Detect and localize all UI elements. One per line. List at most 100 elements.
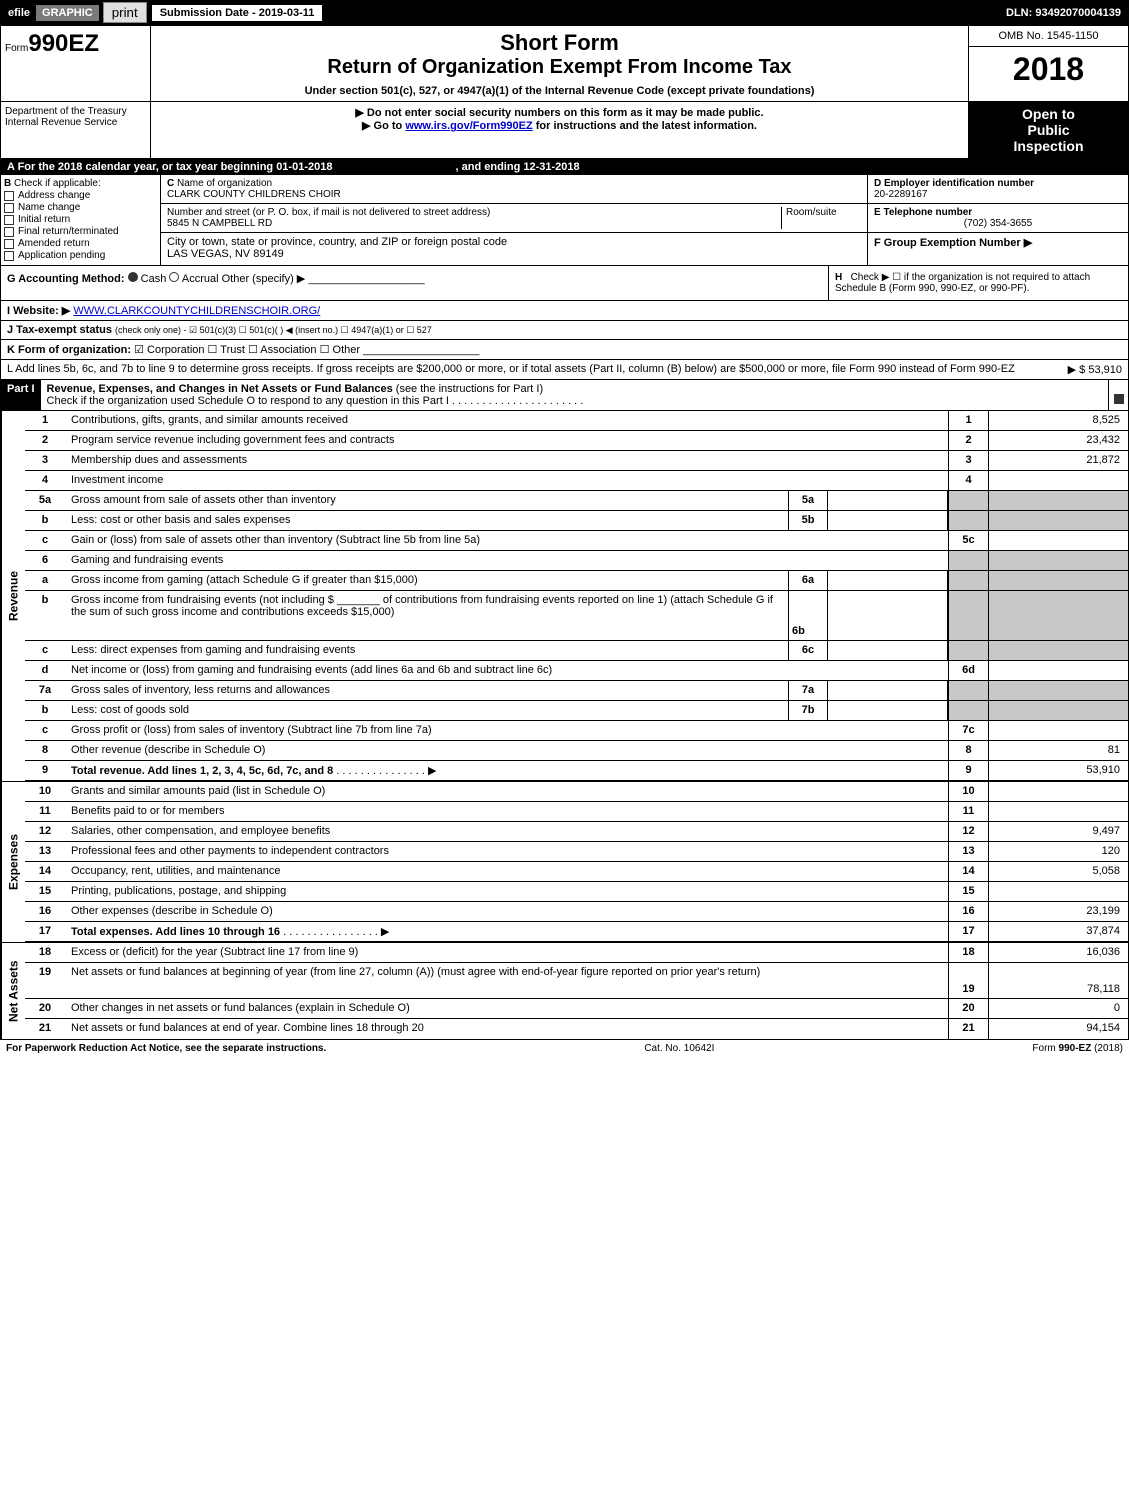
cash-label: Cash: [141, 273, 167, 285]
netassets-side-label: Net Assets: [1, 943, 25, 1039]
expenses-side-label: Expenses: [1, 782, 25, 942]
line-7b-gray: [948, 701, 988, 720]
line-8-col: 8: [948, 741, 988, 760]
line-10-val: [988, 782, 1128, 801]
line-13-no: 13: [25, 842, 65, 861]
chk-name[interactable]: [4, 203, 14, 213]
part1-checkbox[interactable]: [1114, 394, 1124, 404]
line-18-desc: Excess or (deficit) for the year (Subtra…: [65, 943, 948, 962]
line-7a-gray: [948, 681, 988, 700]
line-8-desc: Other revenue (describe in Schedule O): [65, 741, 948, 760]
line-19-desc: Net assets or fund balances at beginning…: [65, 963, 948, 998]
dept-treasury: Department of the Treasury Internal Reve…: [1, 102, 151, 158]
line-7a-grayval: [988, 681, 1128, 700]
efile-label: efile: [2, 5, 36, 21]
part1-check-text: Check if the organization used Schedule …: [47, 395, 449, 407]
under-section: Under section 501(c), 527, or 4947(a)(1)…: [159, 85, 960, 97]
graphic-label: GRAPHIC: [36, 5, 99, 21]
print-button[interactable]: print: [103, 2, 147, 23]
line-20-col: 20: [948, 999, 988, 1018]
chk-initial[interactable]: [4, 215, 14, 225]
website-link[interactable]: WWW.CLARKCOUNTYCHILDRENSCHOIR.ORG/: [73, 305, 320, 317]
line-3-val: 21,872: [988, 451, 1128, 470]
section-a-ending: , and ending 12-31-2018: [456, 161, 580, 173]
line-6-gray: [948, 551, 988, 570]
section-gh: G Accounting Method: Cash Accrual Other …: [1, 266, 1128, 301]
chk-address-label: Address change: [18, 190, 90, 201]
line-6c-gray: [948, 641, 988, 660]
chk-pending[interactable]: [4, 251, 14, 261]
section-k: K Form of organization: ☑ Corporation ☐ …: [1, 340, 1128, 360]
line-2-desc: Program service revenue including govern…: [65, 431, 948, 450]
chk-final[interactable]: [4, 227, 14, 237]
line-6a-grayval: [988, 571, 1128, 590]
dept-label: Department of the Treasury: [5, 106, 146, 117]
expenses-block: Expenses 10Grants and similar amounts pa…: [1, 781, 1128, 942]
chk-cash[interactable]: [128, 272, 138, 282]
public: Public: [973, 122, 1124, 138]
line-5b-gray: [948, 511, 988, 530]
c-label: C: [167, 178, 174, 189]
line-17-val: 37,874: [988, 922, 1128, 941]
line-7a-subval: [828, 681, 948, 700]
street-label: Number and street (or P. O. box, if mail…: [167, 207, 490, 218]
line-1-val: 8,525: [988, 411, 1128, 430]
line-14-col: 14: [948, 862, 988, 881]
line-17-desc: Total expenses. Add lines 10 through 16 …: [65, 922, 948, 941]
k-label: K Form of organization:: [7, 344, 131, 356]
line-1-desc: Contributions, gifts, grants, and simila…: [65, 411, 948, 430]
line-13-val: 120: [988, 842, 1128, 861]
chk-accrual[interactable]: [169, 272, 179, 282]
line-17-col: 17: [948, 922, 988, 941]
line-7c-desc: Gross profit or (loss) from sales of inv…: [65, 721, 948, 740]
line-4-col: 4: [948, 471, 988, 490]
line-5b-sub: 5b: [788, 511, 828, 530]
j-label: J Tax-exempt status: [7, 324, 112, 336]
line-21-no: 21: [25, 1019, 65, 1039]
chk-amended[interactable]: [4, 239, 14, 249]
city-label: City or town, state or province, country…: [167, 236, 507, 248]
line-15-val: [988, 882, 1128, 901]
line-9-val: 53,910: [988, 761, 1128, 780]
line-11-desc: Benefits paid to or for members: [65, 802, 948, 821]
line-7b-no: b: [25, 701, 65, 720]
j-text: (check only one) - ☑ 501(c)(3) ☐ 501(c)(…: [115, 325, 432, 335]
line-14-desc: Occupancy, rent, utilities, and maintena…: [65, 862, 948, 881]
revenue-side-label: Revenue: [1, 411, 25, 781]
footer-right: Form 990-EZ (2018): [1032, 1043, 1123, 1054]
line-8-val: 81: [988, 741, 1128, 760]
line-6c-grayval: [988, 641, 1128, 660]
line-7c-val: [988, 721, 1128, 740]
ein-value: 20-2289167: [874, 189, 927, 200]
line-12-val: 9,497: [988, 822, 1128, 841]
h-label: H: [835, 272, 842, 283]
line-1-no: 1: [25, 411, 65, 430]
line-21-desc: Net assets or fund balances at end of ye…: [65, 1019, 948, 1039]
other-label: Other (specify) ▶: [222, 273, 306, 285]
chk-address[interactable]: [4, 191, 14, 201]
room-suite: Room/suite: [781, 207, 861, 229]
line-16-desc: Other expenses (describe in Schedule O): [65, 902, 948, 921]
line-21-val: 94,154: [988, 1019, 1128, 1039]
line-9-col: 9: [948, 761, 988, 780]
line-5a-sub: 5a: [788, 491, 828, 510]
g-label: G Accounting Method:: [7, 273, 125, 285]
line-7a-sub: 7a: [788, 681, 828, 700]
line-16-no: 16: [25, 902, 65, 921]
f-label: F Group Exemption Number ▶: [874, 237, 1032, 249]
line-13-desc: Professional fees and other payments to …: [65, 842, 948, 861]
line-6a-desc: Gross income from gaming (attach Schedul…: [65, 571, 788, 590]
chk-name-label: Name change: [18, 202, 80, 213]
line-20-no: 20: [25, 999, 65, 1018]
city-value: LAS VEGAS, NV 89149: [167, 248, 284, 260]
line-5a-subval: [828, 491, 948, 510]
line-12-col: 12: [948, 822, 988, 841]
irs-link[interactable]: www.irs.gov/Form990EZ: [405, 120, 532, 132]
line-6-grayval: [988, 551, 1128, 570]
section-c: C Name of organization CLARK COUNTY CHIL…: [161, 175, 868, 265]
line-6c-desc: Less: direct expenses from gaming and fu…: [65, 641, 788, 660]
b-label: B: [4, 178, 11, 189]
line-4-no: 4: [25, 471, 65, 490]
form-container: Form990EZ Short Form Return of Organizat…: [0, 25, 1129, 1040]
form-prefix: Form: [5, 43, 28, 54]
